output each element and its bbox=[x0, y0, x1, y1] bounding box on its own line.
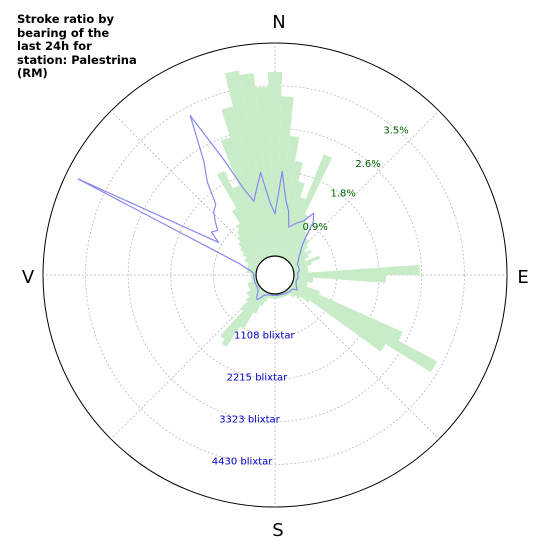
count-tick-label: 4430 blixtar bbox=[212, 457, 273, 468]
count-tick-label: 3323 blixtar bbox=[219, 415, 280, 426]
ratio-bar bbox=[288, 244, 309, 263]
ratio-bar bbox=[232, 185, 268, 258]
ratio-bar bbox=[276, 135, 300, 257]
grid-ring bbox=[127, 127, 423, 423]
ratio-bar bbox=[290, 285, 386, 352]
ratio-bar bbox=[292, 281, 321, 295]
ratio-bar bbox=[245, 257, 259, 267]
grid-spoke bbox=[288, 110, 440, 262]
ratio-bar bbox=[274, 293, 276, 299]
ratio-bar bbox=[253, 291, 267, 314]
ratio-bar bbox=[221, 106, 271, 257]
ratio-bar bbox=[240, 290, 266, 330]
compass-east-label: E bbox=[517, 267, 528, 288]
ratio-bar bbox=[293, 276, 314, 281]
ratio-bar bbox=[239, 73, 274, 257]
ratio-bar bbox=[221, 289, 265, 347]
ratio-bar bbox=[280, 197, 306, 258]
ratio-bar bbox=[217, 170, 267, 259]
ratio-bar bbox=[240, 288, 263, 311]
tick-labels: 0.9% 1.8% 2.6% 3.5% 1108 blixtar 2215 bl… bbox=[22, 12, 529, 541]
ratio-bar bbox=[293, 268, 309, 273]
ratio-bar bbox=[236, 235, 263, 262]
count-series bbox=[77, 114, 315, 301]
center-hub bbox=[255, 255, 295, 295]
ratio-bar bbox=[236, 223, 265, 261]
ratio-bar bbox=[255, 86, 275, 257]
ratio-bar bbox=[236, 229, 264, 261]
ratio-bar bbox=[238, 241, 262, 263]
ratio-bar bbox=[247, 265, 258, 270]
ratio-bar bbox=[220, 289, 264, 340]
ratio-bar bbox=[286, 289, 295, 298]
ratio-bar bbox=[293, 265, 308, 272]
compass-south-label: S bbox=[272, 520, 283, 541]
ratio-bar bbox=[248, 263, 258, 269]
ratio-bar bbox=[284, 225, 308, 260]
ratio-bar bbox=[291, 282, 403, 341]
ratio-bar bbox=[293, 275, 386, 283]
ratio-tick-label: 1.8% bbox=[330, 189, 355, 200]
ratio-bar bbox=[291, 283, 438, 373]
ratio-bar bbox=[290, 249, 312, 265]
ratio-bar bbox=[289, 286, 310, 303]
grid-spoke bbox=[110, 288, 262, 440]
ratio-bar bbox=[220, 137, 270, 258]
ratio-bar bbox=[242, 252, 260, 265]
ratio-bar bbox=[246, 267, 257, 272]
ratio-bar bbox=[275, 96, 294, 257]
ratio-bar bbox=[291, 259, 306, 268]
ratio-bar bbox=[292, 261, 312, 270]
ratio-bar bbox=[287, 288, 296, 297]
ratio-bar bbox=[285, 231, 308, 261]
ratio-bars bbox=[217, 70, 438, 373]
ratio-bar bbox=[244, 259, 259, 268]
ratio-tick-label: 2.6% bbox=[355, 159, 380, 170]
ratio-bar bbox=[292, 255, 321, 269]
ratio-bar bbox=[224, 70, 272, 257]
ratio-bar bbox=[267, 72, 283, 257]
count-line bbox=[77, 114, 315, 301]
ratio-bar bbox=[293, 277, 313, 283]
ratio-bar bbox=[293, 264, 420, 275]
ratio-tick-label: 0.9% bbox=[302, 222, 327, 233]
ratio-bar bbox=[289, 250, 307, 264]
ratio-bar bbox=[240, 247, 261, 264]
ratio-bar bbox=[278, 160, 304, 257]
ratio-bar bbox=[279, 181, 305, 257]
ratio-tick-label: 3.5% bbox=[383, 126, 408, 137]
chart-title: Stroke ratio by bearing of the last 24h … bbox=[17, 12, 137, 80]
ratio-bar bbox=[283, 214, 309, 259]
count-tick-label: 1108 blixtar bbox=[234, 331, 295, 342]
ratio-bar bbox=[291, 254, 309, 267]
ratio-bar bbox=[231, 208, 266, 260]
ratio-bar bbox=[246, 285, 260, 295]
ratio-bar bbox=[287, 239, 310, 262]
compass-north-label: N bbox=[272, 12, 285, 33]
compass-west-label: V bbox=[22, 267, 35, 288]
ratio-bar bbox=[282, 154, 333, 258]
ratio-bar bbox=[286, 237, 308, 261]
grid-spoke bbox=[288, 288, 440, 440]
count-tick-label: 2215 blixtar bbox=[227, 373, 288, 384]
grid-spoke bbox=[110, 110, 262, 262]
grid bbox=[42, 42, 508, 508]
